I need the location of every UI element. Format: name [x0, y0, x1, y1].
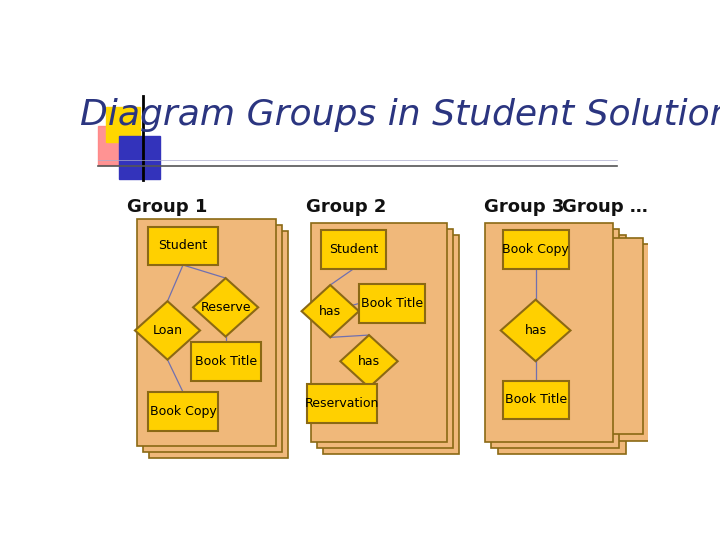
FancyBboxPatch shape: [503, 381, 569, 419]
FancyBboxPatch shape: [148, 392, 218, 430]
FancyBboxPatch shape: [143, 225, 282, 452]
Bar: [106, 107, 140, 142]
Polygon shape: [135, 301, 200, 360]
FancyBboxPatch shape: [137, 219, 276, 446]
Text: Group 2: Group 2: [305, 198, 386, 216]
Text: Book Title: Book Title: [361, 297, 423, 310]
FancyBboxPatch shape: [498, 235, 626, 455]
Text: has: has: [319, 305, 341, 318]
FancyBboxPatch shape: [149, 231, 289, 458]
Text: has: has: [525, 324, 546, 337]
FancyBboxPatch shape: [598, 244, 649, 441]
Bar: [120, 137, 160, 179]
FancyBboxPatch shape: [148, 226, 218, 265]
Text: Book Title: Book Title: [194, 355, 257, 368]
Polygon shape: [500, 300, 570, 361]
FancyBboxPatch shape: [492, 229, 619, 448]
Polygon shape: [193, 278, 258, 336]
Bar: [98, 126, 137, 165]
FancyBboxPatch shape: [323, 235, 459, 455]
Text: Group 3: Group 3: [484, 198, 564, 216]
Text: Student: Student: [329, 243, 378, 256]
Text: Book Copy: Book Copy: [503, 243, 569, 256]
Text: Student: Student: [158, 239, 207, 252]
Polygon shape: [302, 285, 359, 338]
Text: Reserve: Reserve: [200, 301, 251, 314]
FancyBboxPatch shape: [317, 229, 453, 448]
Text: Book Copy: Book Copy: [150, 405, 217, 418]
Text: Group 1: Group 1: [127, 198, 207, 216]
FancyBboxPatch shape: [311, 222, 446, 442]
Text: Reservation: Reservation: [305, 397, 379, 410]
Text: Group …: Group …: [562, 198, 648, 216]
Text: has: has: [358, 355, 380, 368]
FancyBboxPatch shape: [485, 222, 613, 442]
FancyBboxPatch shape: [593, 238, 642, 434]
FancyBboxPatch shape: [320, 231, 387, 269]
Text: Diagram Groups in Student Solutions: Diagram Groups in Student Solutions: [80, 98, 720, 132]
Polygon shape: [341, 335, 397, 387]
Text: Book Title: Book Title: [505, 393, 567, 406]
FancyBboxPatch shape: [359, 284, 426, 323]
FancyBboxPatch shape: [503, 231, 569, 269]
Text: Loan: Loan: [153, 324, 182, 337]
FancyBboxPatch shape: [307, 384, 377, 423]
FancyBboxPatch shape: [191, 342, 261, 381]
